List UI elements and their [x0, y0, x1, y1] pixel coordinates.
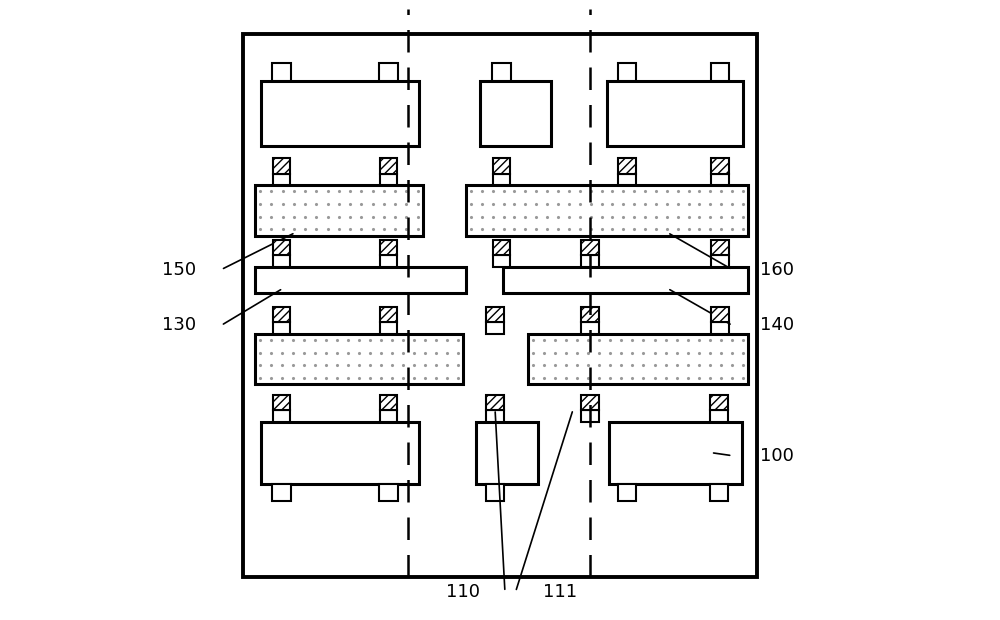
Bar	[273, 322, 290, 334]
Bar	[255, 267, 466, 293]
Text: 160: 160	[760, 260, 794, 279]
Bar	[486, 410, 504, 422]
Bar	[711, 158, 729, 174]
Bar	[618, 158, 636, 174]
Bar	[255, 334, 463, 384]
Bar	[476, 422, 538, 484]
Bar	[273, 158, 290, 174]
Bar	[273, 307, 290, 322]
Bar	[486, 395, 504, 410]
Bar	[273, 240, 290, 255]
Bar	[493, 240, 510, 255]
Bar	[581, 410, 599, 422]
Text: 140: 140	[760, 316, 795, 335]
Bar	[607, 81, 743, 146]
Bar	[711, 63, 729, 81]
Bar	[486, 484, 504, 501]
Bar	[243, 34, 757, 577]
Bar	[380, 307, 397, 322]
Bar	[486, 307, 504, 322]
Bar	[380, 322, 397, 334]
Bar	[618, 484, 636, 501]
Bar	[480, 81, 551, 146]
Bar	[711, 255, 729, 267]
Bar	[380, 174, 397, 185]
Bar	[618, 63, 636, 81]
Text: 150: 150	[162, 260, 196, 279]
Bar	[710, 395, 728, 410]
Bar	[466, 185, 748, 236]
Bar	[503, 267, 748, 293]
Bar	[273, 255, 290, 267]
Bar	[486, 322, 504, 334]
Bar	[380, 240, 397, 255]
Bar	[380, 255, 397, 267]
Bar	[379, 63, 398, 81]
Bar	[255, 185, 422, 236]
Bar	[379, 484, 398, 501]
Bar	[581, 395, 599, 410]
Bar	[273, 410, 290, 422]
Bar	[272, 63, 291, 81]
Bar	[710, 410, 728, 422]
Bar	[618, 174, 636, 185]
Bar	[272, 484, 291, 501]
Text: 110: 110	[446, 583, 480, 601]
Bar	[273, 174, 290, 185]
Bar	[711, 174, 729, 185]
Bar	[581, 307, 599, 322]
Bar	[711, 322, 729, 334]
Bar	[273, 395, 290, 410]
Text: 100: 100	[760, 446, 794, 465]
Bar	[380, 158, 397, 174]
Bar	[608, 422, 742, 484]
Bar	[710, 484, 728, 501]
Bar	[581, 255, 599, 267]
Bar	[581, 322, 599, 334]
Bar	[493, 174, 510, 185]
Bar	[492, 63, 511, 81]
Bar	[380, 395, 397, 410]
Bar	[261, 81, 419, 146]
Bar	[380, 410, 397, 422]
Bar	[493, 158, 510, 174]
Bar	[711, 307, 729, 322]
Bar	[711, 240, 729, 255]
Bar	[261, 422, 419, 484]
Text: 130: 130	[162, 316, 196, 335]
Bar	[493, 255, 510, 267]
Bar	[581, 240, 599, 255]
Text: 111: 111	[543, 583, 578, 601]
Bar	[528, 334, 748, 384]
